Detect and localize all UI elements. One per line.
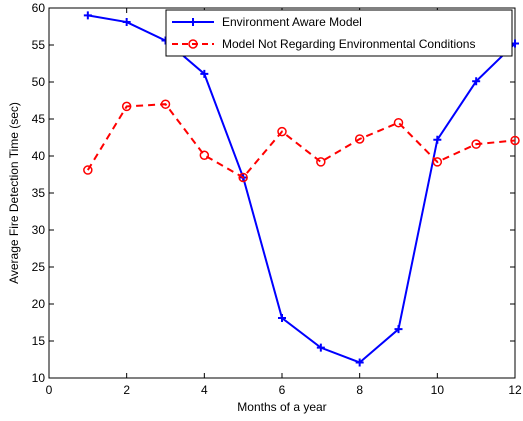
y-tick-label: 40 <box>32 149 46 163</box>
data-point-plus <box>433 135 442 144</box>
legend-marker-plus <box>189 18 197 26</box>
legend-box <box>165 9 513 57</box>
x-tick-label: 4 <box>201 383 208 397</box>
data-point-plus <box>83 11 92 20</box>
y-tick-label: 25 <box>32 260 46 274</box>
x-tick-label: 12 <box>508 383 522 397</box>
series-line-1 <box>86 103 516 179</box>
data-point-plus <box>394 325 403 334</box>
legend: Environment Aware Model Model Not Regard… <box>165 9 513 57</box>
data-point-circle <box>238 172 248 183</box>
plot-area <box>48 7 516 379</box>
legend-label-environment-aware: Environment Aware Model <box>222 15 362 29</box>
y-tick-label: 60 <box>32 1 46 15</box>
x-axis-label: Months of a year <box>237 400 326 414</box>
x-tick-label: 8 <box>356 383 363 397</box>
y-tick-label: 20 <box>32 297 46 311</box>
y-tick-label: 15 <box>32 334 46 348</box>
x-tick-label: 2 <box>123 383 130 397</box>
data-point-plus <box>200 69 209 78</box>
y-tick-label: 50 <box>32 75 46 89</box>
legend-marker-circle <box>188 39 198 49</box>
data-point-circle <box>160 99 171 109</box>
data-point-plus <box>472 77 481 86</box>
series-layer <box>83 11 520 367</box>
x-tick-label: 0 <box>46 383 53 397</box>
x-tick-label: 10 <box>431 383 445 397</box>
data-point-plus <box>355 358 364 367</box>
data-point-plus <box>278 314 286 323</box>
y-tick-label: 10 <box>32 371 46 385</box>
data-point-plus <box>122 18 131 27</box>
data-point-circle <box>354 134 365 144</box>
data-point-circle <box>121 101 132 112</box>
data-point-circle <box>277 126 287 137</box>
data-point-circle <box>83 165 93 175</box>
data-point-circle <box>199 150 210 161</box>
y-axis-label: Average Fire Detection Time (sec) <box>7 102 21 284</box>
data-point-circle <box>316 157 326 167</box>
legend-label-not-regarding: Model Not Regarding Environmental Condit… <box>222 37 475 51</box>
data-point-circle <box>393 117 404 128</box>
series-line-0 <box>87 14 516 364</box>
x-tick-label: 6 <box>279 383 286 397</box>
data-point-circle <box>471 139 481 149</box>
y-tick-label: 55 <box>32 38 46 52</box>
y-tick-label: 35 <box>32 186 46 200</box>
data-point-circle <box>510 135 520 146</box>
data-point-plus <box>316 343 325 352</box>
y-tick-label: 45 <box>32 112 46 126</box>
data-point-circle <box>432 157 443 167</box>
y-axis: 10 15 20 25 30 35 40 45 50 55 60 <box>32 1 515 385</box>
y-tick-label: 30 <box>32 223 46 237</box>
